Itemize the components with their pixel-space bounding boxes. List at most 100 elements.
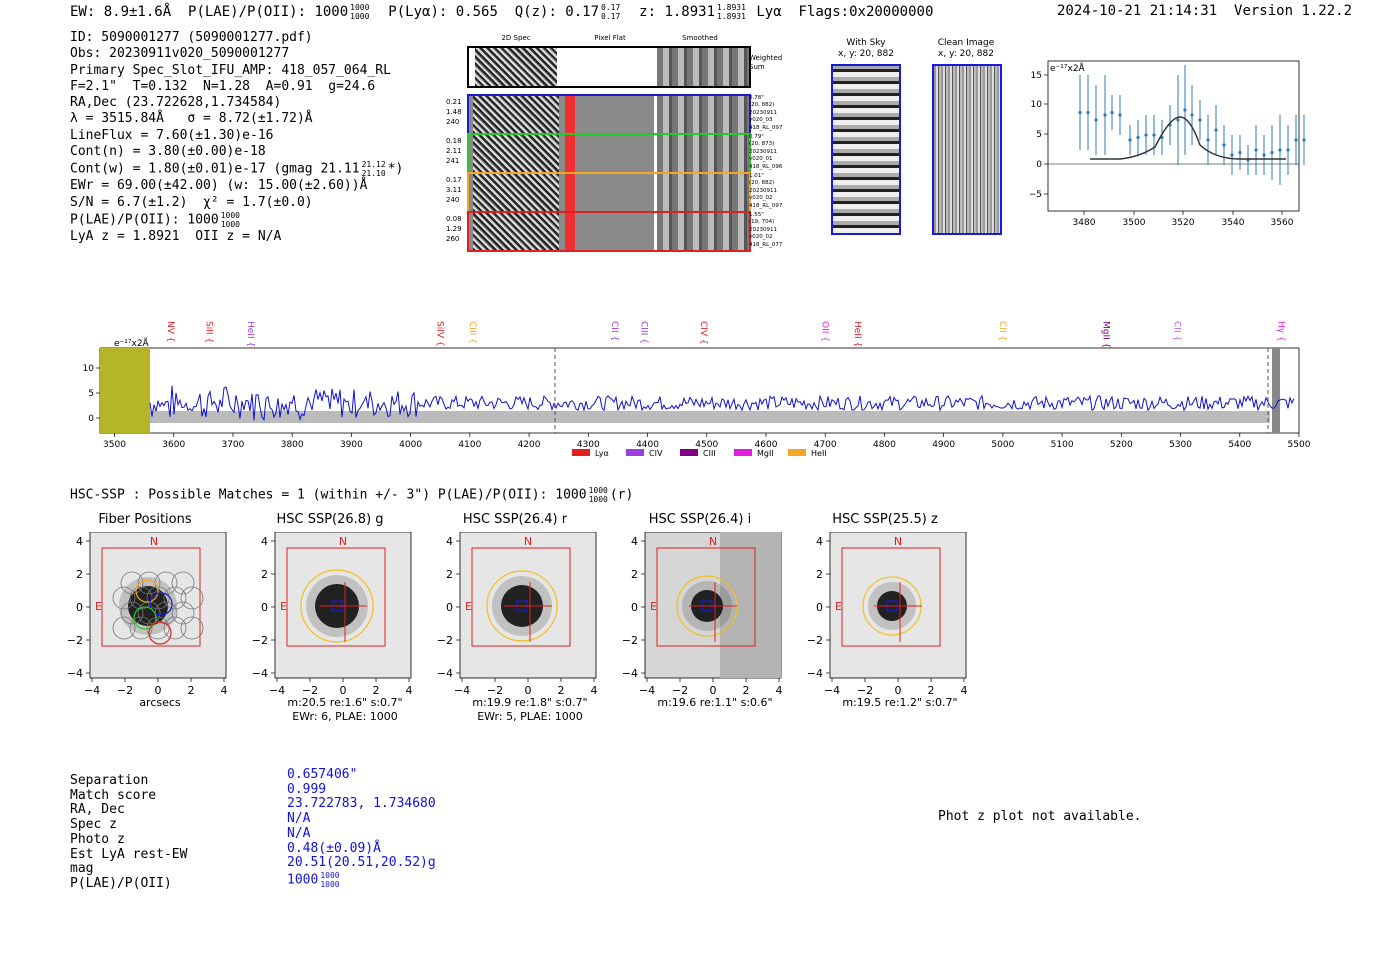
label-lya-ew: Est LyA rest-EW [70,846,188,862]
aperture-box [841,547,941,647]
zoom-data-point [1078,110,1082,115]
spectrum-x-tick-label: 5300 [1169,440,1192,450]
zoom-unit-label: e⁻¹⁷x2Å [1050,62,1086,74]
label-radec: RA, Dec [70,802,125,818]
hsc-panel-caption: m:19.6 re:1.1" s:0.6" [657,696,773,709]
zoom-data-point [1183,108,1187,112]
fiber-circle [171,601,195,625]
value-plae: 1000 1000 1000 [287,870,340,889]
spectrum-x-tick-label: 4600 [755,440,778,450]
hsc-y-tick-label: 0 [76,601,83,614]
hsc-cutout-image: N E 4 2 0 −2 −4−4 −2 0 2 4 [807,532,968,697]
cutout-row-stats: 0.18 2.11 241 [446,137,462,165]
aperture-box [101,547,201,647]
value-match-score: 0.999 [287,781,327,797]
line-marker-label: MgII { [1101,321,1111,348]
zoom-data-point [1118,113,1122,117]
fiber-circle [129,616,153,640]
spectrum-y-tick-label: 5 [88,389,94,399]
fiber-circle [146,616,170,640]
zoom-data-point [1222,143,1226,147]
zoom-data-point [1136,135,1140,140]
matched-fiber [135,579,159,603]
hsc-y-tick-label: 2 [446,568,453,581]
zoom-data-point [1254,148,1258,152]
zoom-error-bars [1078,65,1306,185]
hsc-x-tick-label: 0 [155,684,162,697]
info-lyaz: LyA z = 1.8921 OII z = N/A [70,228,282,244]
fiber-circle [171,571,195,595]
hsc-panel-caption: m:19.9 re:1.8" s:0.7" [472,696,588,709]
value-lya-ew: 0.48(±0.09)Å [287,840,381,856]
weighted-sum-label: Weighted Sum [749,54,783,71]
zoom-data-point [1294,138,1298,142]
aperture-box [471,547,571,647]
legend-swatch [788,449,806,456]
legend-label: Lyα [595,449,609,458]
hsc-cutout-image: N E 4 2 0 −2 −4−4 −2 0 2 4 [67,532,228,697]
cutout-row: 0.18 2.11 241 0.79" (20, 873) 20230911 v020_01… [440,133,800,174]
compass-east: E [95,600,102,613]
hsc-y-tick-label: 2 [631,568,638,581]
legend-swatch [734,449,752,456]
hsc-y-tick-label: −2 [622,634,638,647]
value-photoz: N/A [287,825,311,841]
line-marker-label: CII { [997,321,1007,341]
zoom-x-tick-label: 3520 [1172,218,1195,228]
hsc-x-tick-label: −4 [84,684,100,697]
hsc-x-tick-label: 4 [776,684,783,697]
cutout-row-strip [467,94,751,135]
label-photoz: Photo z [70,831,125,847]
hsc-x-tick-label: −2 [857,684,873,697]
info-id: ID: 5090001277 (5090001277.pdf) [70,30,313,45]
line-marker-label: OII { [819,321,829,342]
cutout-grid: 2D Spec Pixel Flat Smoothed Weighted Sum… [440,32,800,257]
compass-north: N [524,535,532,548]
line-marker-label: SiII { [203,321,213,343]
label-specz: Spec z [70,817,117,833]
spectrum-x-tick-label: 3500 [103,440,126,450]
plae-value: P(LAE)/P(OII): 1000 [188,4,349,20]
with-sky-title: With Sky x, y: 20, 882 [838,38,894,59]
compass-north: N [339,535,347,548]
hsc-y-tick-label: −2 [807,634,823,647]
spectrum-legend: Lyα CIV CIII MgII HeII [572,449,827,458]
masked-region [720,532,781,678]
noise-band [150,411,1270,423]
hsc-panel: HSC SSP(26.4) r N E 4 2 0 −2 −4 −4 −2 0 2 4 m:19.9 re… [425,512,605,727]
info-radec: RA,Dec (23.722628,1.734584) [70,95,282,111]
hsc-x-tick-label: 0 [525,684,532,697]
zoom-y-tick-label: −5 [1030,190,1042,200]
hsc-panel: HSC SSP(26.8) g N E 4 2 0 −2 −4 −4 −2 0 2 4 m:20.5 re… [240,512,420,727]
value-mag: 20.51(20.51,20.52)g [287,855,436,871]
legend-label: CIII [703,449,716,458]
legend-swatch [572,449,590,456]
cutout-row-meta: 1.01" (20, 882) 20230911 v020_02 418_RL_097 [749,173,783,209]
line-marker-label: HeII { [852,321,862,347]
hsc-x-tick-label: −4 [269,684,285,697]
ellipse-aperture [300,569,374,643]
compass-east: E [650,600,657,613]
fiber-circle [120,601,144,625]
hsc-y-tick-label: −4 [437,667,453,680]
spectrum-y-tick-label: 0 [88,414,94,424]
hsc-x-tick-label: −2 [487,684,503,697]
hsc-y-tick-label: 0 [446,601,453,614]
value-radec: 23.722783, 1.734680 [287,796,436,812]
photz-note: Phot z plot not available. [938,809,1142,824]
hsc-x-tick-label: 0 [340,684,347,697]
info-contw: Cont(w) = 1.80(±0.01)e-17 (gmag 21.11 21.… [70,160,404,179]
spectrum-x-tick-label: 3600 [162,440,185,450]
zoom-data-point [1286,148,1290,152]
hsc-x-tick-label: 4 [221,684,228,697]
plya-value: P(Lyα): 0.565 [388,4,498,20]
spectrum-x-tick-label: 4400 [636,440,659,450]
fiber-circle [112,586,136,610]
compass-east: E [280,600,287,613]
flags-value: Flags:0x20000000 [798,4,934,20]
zoom-data-point [1238,150,1242,155]
zoom-x-tick-label: 3560 [1271,218,1294,228]
line-marker-label: CII { [1172,321,1182,341]
cutout-row-strip [467,172,751,213]
zoom-plot-frame [1047,60,1300,212]
